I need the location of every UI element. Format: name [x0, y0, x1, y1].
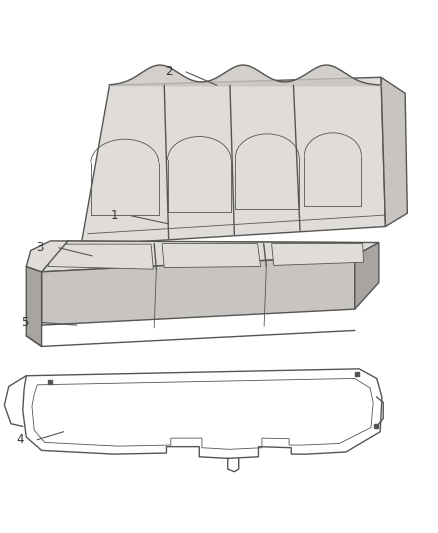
Text: 3: 3	[36, 241, 44, 254]
Text: 1: 1	[111, 209, 118, 222]
Polygon shape	[26, 241, 68, 272]
Polygon shape	[26, 266, 42, 346]
Polygon shape	[162, 244, 261, 268]
Polygon shape	[381, 77, 407, 227]
Polygon shape	[272, 244, 364, 265]
Polygon shape	[355, 243, 379, 309]
Text: 4: 4	[17, 433, 24, 446]
Text: 2: 2	[166, 66, 173, 78]
Polygon shape	[42, 241, 379, 272]
Polygon shape	[81, 77, 385, 245]
Text: 5: 5	[21, 316, 28, 329]
Polygon shape	[42, 256, 355, 325]
Polygon shape	[48, 244, 153, 269]
